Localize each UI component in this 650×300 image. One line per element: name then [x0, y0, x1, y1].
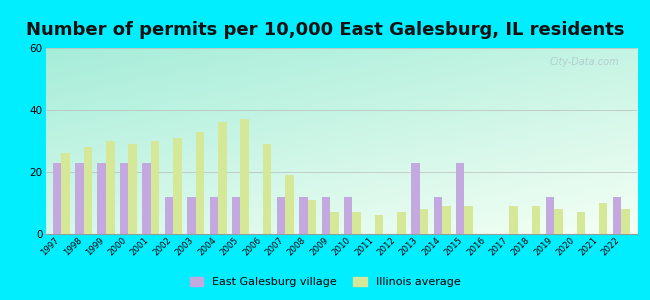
- Bar: [106, 141, 114, 234]
- Bar: [330, 212, 339, 234]
- Bar: [434, 197, 442, 234]
- Bar: [420, 209, 428, 234]
- Bar: [187, 197, 196, 234]
- Bar: [442, 206, 450, 234]
- Bar: [173, 138, 182, 234]
- Bar: [554, 209, 563, 234]
- Bar: [621, 209, 630, 234]
- Bar: [532, 206, 540, 234]
- Bar: [299, 197, 307, 234]
- Bar: [599, 203, 607, 234]
- Bar: [411, 163, 420, 234]
- Bar: [277, 197, 285, 234]
- Bar: [218, 122, 227, 234]
- Text: Number of permits per 10,000 East Galesburg, IL residents: Number of permits per 10,000 East Galesb…: [26, 21, 624, 39]
- Bar: [322, 197, 330, 234]
- Bar: [307, 200, 316, 234]
- Bar: [456, 163, 465, 234]
- Bar: [577, 212, 585, 234]
- Bar: [232, 197, 240, 234]
- Bar: [75, 163, 84, 234]
- Bar: [375, 215, 383, 234]
- Bar: [285, 175, 294, 234]
- Bar: [240, 119, 249, 234]
- Bar: [61, 153, 70, 234]
- Bar: [397, 212, 406, 234]
- Bar: [142, 163, 151, 234]
- Bar: [84, 147, 92, 234]
- Bar: [465, 206, 473, 234]
- Bar: [510, 206, 518, 234]
- Bar: [151, 141, 159, 234]
- Bar: [263, 144, 271, 234]
- Bar: [120, 163, 129, 234]
- Bar: [129, 144, 137, 234]
- Legend: East Galesburg village, Illinois average: East Galesburg village, Illinois average: [185, 272, 465, 291]
- Bar: [53, 163, 61, 234]
- Bar: [98, 163, 106, 234]
- Bar: [209, 197, 218, 234]
- Text: City-Data.com: City-Data.com: [550, 57, 619, 67]
- Bar: [344, 197, 352, 234]
- Bar: [352, 212, 361, 234]
- Bar: [613, 197, 621, 234]
- Bar: [545, 197, 554, 234]
- Bar: [164, 197, 173, 234]
- Bar: [196, 132, 204, 234]
